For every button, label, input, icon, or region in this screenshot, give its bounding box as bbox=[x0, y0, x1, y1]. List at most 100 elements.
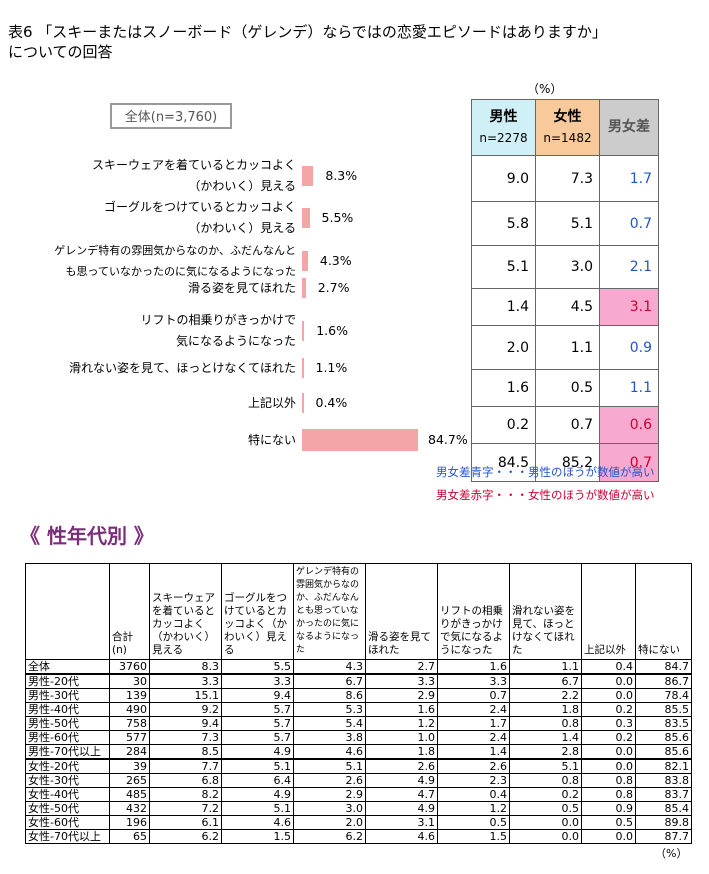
cell-value: 0.0 bbox=[509, 815, 582, 830]
cell-value: 1.0 bbox=[365, 730, 438, 745]
table-row: 女性-20代 39 7.7 5.1 5.1 2.6 2.6 5.1 0.0 82.1 bbox=[25, 758, 692, 774]
cell-value: 84.7 bbox=[635, 659, 692, 675]
cell-value: 78.4 bbox=[635, 688, 692, 703]
cell-value: 0.2 bbox=[581, 730, 636, 745]
row-label: 男性-30代 bbox=[25, 688, 110, 703]
cell-value: 1.4 bbox=[437, 744, 510, 760]
cell-value: 3760 bbox=[109, 659, 150, 675]
table-row: 男性-20代 30 3.3 3.3 6.7 3.3 3.3 6.7 0.0 86.7 bbox=[25, 673, 692, 689]
cell-value: 5.1 bbox=[221, 801, 294, 816]
table-row: 男性-30代 139 15.1 9.4 8.6 2.9 0.7 2.2 0.0 78.4 bbox=[25, 688, 692, 703]
cell-value: 0.8 bbox=[581, 787, 636, 802]
cell-value: 1.8 bbox=[365, 744, 438, 760]
cell-value: 0.4 bbox=[581, 659, 636, 675]
category-label: リフトの相乗りがきっかけで 気になるようになった bbox=[140, 313, 296, 348]
cell-value: 2.4 bbox=[437, 730, 510, 745]
column-header: 合計 (n) bbox=[109, 563, 150, 660]
bar bbox=[302, 166, 314, 186]
cell-value: 1.4 bbox=[509, 730, 582, 745]
column-header: スキーウェアを着ているとカッコよく（かわいく）見える bbox=[149, 563, 222, 660]
note-blue: 男女差青字・・・男性のほうが数値が高い bbox=[436, 465, 655, 479]
column-header: 特にない bbox=[635, 563, 692, 660]
cell-value: 4.3 bbox=[293, 659, 366, 675]
cell-value: 1.5 bbox=[221, 829, 294, 844]
cell-value: 0.4 bbox=[437, 787, 510, 802]
row-label: 全体 bbox=[25, 659, 110, 675]
cell-value: 139 bbox=[109, 688, 150, 703]
cell-value: 2.3 bbox=[437, 773, 510, 788]
column-header: リフトの相乗りがきっかけで気になるようになった bbox=[437, 563, 510, 660]
cell-value: 265 bbox=[109, 773, 150, 788]
category-label: 特にない bbox=[247, 432, 296, 447]
gender-row: 84.5 85.2 0.7 bbox=[471, 443, 659, 482]
gender-row: 5.1 3.0 2.1 bbox=[471, 245, 659, 289]
cell-value: 4.9 bbox=[365, 801, 438, 816]
cell-value: 82.1 bbox=[635, 758, 692, 774]
table-row: 女性-30代 265 6.8 6.4 2.6 4.9 2.3 0.8 0.8 83.8 bbox=[25, 773, 692, 788]
cell-value: 4.9 bbox=[365, 773, 438, 788]
cell-value: 1.2 bbox=[437, 801, 510, 816]
female-value: 0.5 bbox=[535, 369, 600, 407]
cell-value: 2.6 bbox=[437, 758, 510, 774]
cell-value: 284 bbox=[109, 744, 150, 760]
table-row: 女性-60代 196 6.1 4.6 2.0 3.1 0.5 0.0 0.5 89.8 bbox=[25, 815, 692, 830]
cell-value: 4.9 bbox=[221, 744, 294, 760]
table-row: 男性-70代以上 284 8.5 4.9 4.6 1.8 1.4 2.8 0.0 85.6 bbox=[25, 744, 692, 760]
diff-value: 0.7 bbox=[599, 201, 659, 246]
cell-value: 485 bbox=[109, 787, 150, 802]
cell-value: 1.8 bbox=[509, 702, 582, 717]
female-label: 女性 bbox=[553, 108, 582, 125]
total-sample-label: 全体(n=3,760) bbox=[110, 103, 232, 129]
cell-value: 85.6 bbox=[635, 730, 692, 745]
row-label: 女性-70代以上 bbox=[25, 829, 110, 844]
cell-value: 85.4 bbox=[635, 801, 692, 816]
section-title: 《 性年代別 》 bbox=[20, 524, 154, 548]
cell-value: 2.4 bbox=[437, 702, 510, 717]
column-header: 滑る姿を見てほれた bbox=[365, 563, 438, 660]
cell-value: 4.9 bbox=[221, 787, 294, 802]
cell-value: 8.5 bbox=[149, 744, 222, 760]
cell-value: 6.8 bbox=[149, 773, 222, 788]
cell-value: 5.1 bbox=[293, 758, 366, 774]
cell-value: 83.7 bbox=[635, 787, 692, 802]
cell-value: 0.0 bbox=[581, 744, 636, 760]
cell-value: 2.2 bbox=[509, 688, 582, 703]
cell-value: 0.8 bbox=[509, 773, 582, 788]
cell-value: 2.6 bbox=[365, 758, 438, 774]
female-value: 0.7 bbox=[535, 406, 600, 444]
cell-value: 196 bbox=[109, 815, 150, 830]
female-header: 女性 n=1482 bbox=[535, 99, 600, 156]
data-label: 5.5% bbox=[321, 210, 354, 225]
cell-value: 5.4 bbox=[293, 716, 366, 731]
cell-value: 30 bbox=[109, 673, 150, 689]
cell-value: 4.6 bbox=[365, 829, 438, 844]
cell-value: 86.7 bbox=[635, 673, 692, 689]
cell-value: 6.1 bbox=[149, 815, 222, 830]
column-header: 滑れない姿を見て、ほっとけなくてほれた bbox=[509, 563, 582, 660]
cell-value: 5.5 bbox=[221, 659, 294, 675]
cell-value: 85.6 bbox=[635, 744, 692, 760]
cell-value: 9.2 bbox=[149, 702, 222, 717]
gender-row: 0.2 0.7 0.6 bbox=[471, 406, 659, 444]
cell-value: 5.7 bbox=[221, 702, 294, 717]
row-label: 男性-40代 bbox=[25, 702, 110, 717]
cell-value: 5.3 bbox=[293, 702, 366, 717]
male-value: 9.0 bbox=[471, 155, 536, 202]
bar bbox=[302, 393, 304, 413]
female-value: 85.2 bbox=[535, 443, 600, 482]
cell-value: 83.5 bbox=[635, 716, 692, 731]
table-row: 女性-70代以上 65 6.2 1.5 6.2 4.6 1.5 0.0 0.0 87.7 bbox=[25, 829, 692, 844]
cell-value: 3.3 bbox=[437, 673, 510, 689]
male-value: 1.6 bbox=[471, 369, 536, 407]
category-label: 滑る姿を見てほれた bbox=[187, 280, 296, 295]
male-value: 2.0 bbox=[471, 325, 536, 370]
gender-row: 9.0 7.3 1.7 bbox=[471, 155, 659, 202]
cell-value: 6.4 bbox=[221, 773, 294, 788]
male-header: 男性 n=2278 bbox=[471, 99, 536, 156]
gender-row: 2.0 1.1 0.9 bbox=[471, 325, 659, 370]
cell-value: 0.8 bbox=[581, 773, 636, 788]
cell-value: 0.2 bbox=[581, 702, 636, 717]
row-label: 男性-60代 bbox=[25, 730, 110, 745]
cell-value: 1.1 bbox=[509, 659, 582, 675]
cell-value: 3.3 bbox=[221, 673, 294, 689]
